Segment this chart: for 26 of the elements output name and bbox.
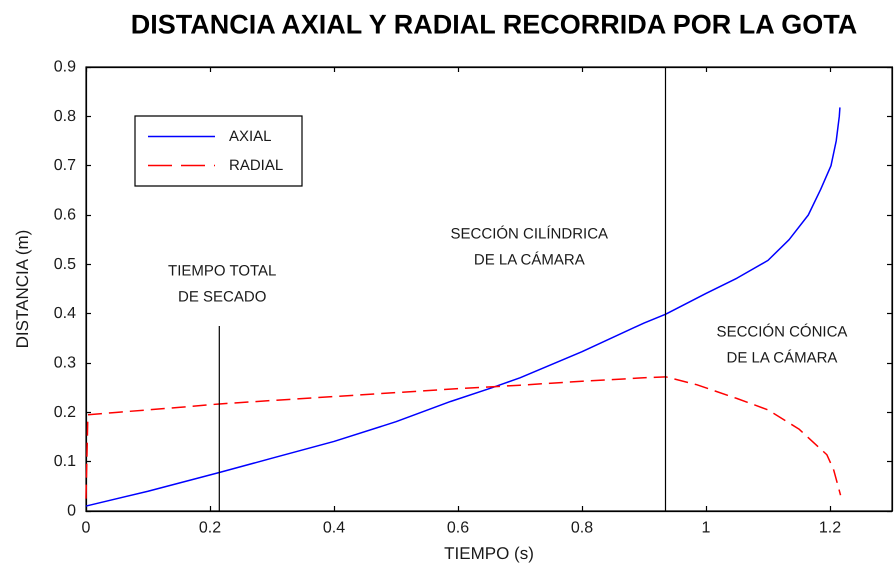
x-tick-label: 0 — [82, 520, 91, 536]
x-tick-label: 0.4 — [322, 520, 346, 536]
y-tick-label: 0.5 — [54, 256, 76, 273]
x-tick-label: 1.2 — [818, 520, 842, 536]
annotation: TIEMPO TOTAL DE SECADO — [168, 262, 276, 306]
y-tick-label: 0.1 — [54, 453, 76, 470]
annotation: SECCIÓN CILÍNDRICA DE LA CÁMARA — [450, 224, 608, 268]
line-series — [85, 376, 842, 500]
annotation: SECCIÓN CÓNICA DE LA CÁMARA — [716, 322, 848, 366]
x-axis-title: TIEMPO (s) — [444, 544, 534, 563]
x-tick-label: 1 — [702, 520, 711, 536]
y-tick-label: 0.3 — [54, 354, 76, 372]
y-axis-title: DISTANCIA (m) — [13, 230, 32, 348]
y-tick-label: 0 — [67, 502, 76, 520]
legend-label: RADIAL — [229, 157, 284, 174]
y-tick-label: 0.2 — [54, 404, 76, 421]
y-tick-label: 0.6 — [54, 206, 76, 224]
y-tick-label: 0.4 — [54, 305, 76, 322]
chart-title: DISTANCIA AXIAL Y RADIAL RECORRIDA POR LA GOTA — [130, 10, 858, 40]
legend-label: AXIAL — [229, 128, 272, 145]
x-tick-label: 0.6 — [446, 520, 470, 536]
y-tick-label: 0.7 — [54, 157, 76, 174]
y-tick-label: 0.9 — [54, 58, 76, 76]
y-tick-label: 0.8 — [54, 108, 76, 125]
x-tick-label: 0.2 — [198, 520, 222, 536]
x-tick-label: 0.8 — [570, 520, 594, 536]
